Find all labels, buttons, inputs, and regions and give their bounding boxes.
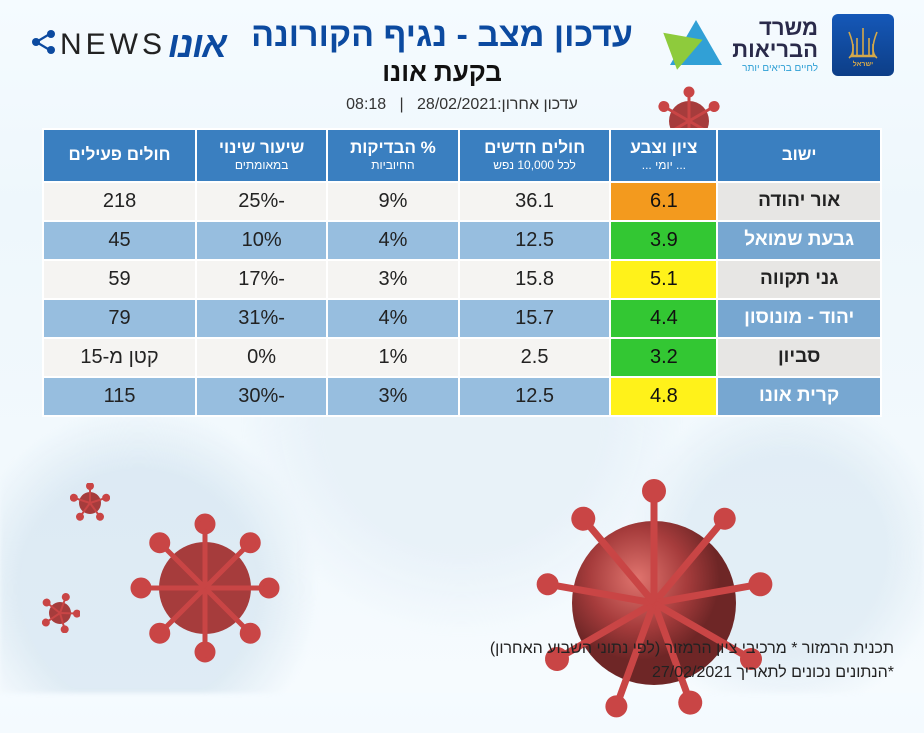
cell-new: 36.1	[459, 182, 611, 221]
cell-pos: 1%	[327, 338, 459, 377]
cell-score: 4.8	[610, 377, 717, 416]
cell-score: 6.1	[610, 182, 717, 221]
header: ישראל משרד הבריאות לחיים בריאים יותר עדכ…	[0, 0, 924, 90]
cell-active: 59	[43, 260, 196, 299]
cell-city: קרית אונו	[717, 377, 881, 416]
title-sub: בקעת אונו	[226, 57, 658, 88]
footer-line1: תכנית הרמזור * מרכיבי ציון הרמזור (לפי נ…	[30, 637, 894, 661]
ono-word: אונו	[168, 24, 226, 66]
col-city: ישוב	[717, 129, 881, 182]
title-main: עדכון מצב - נגיף הקורונה	[226, 16, 658, 55]
last-updated: עדכון אחרון:28/02/2021 | 08:18	[0, 96, 924, 114]
table-row: אור יהודה6.136.19%-25%218	[43, 182, 881, 221]
israel-emblem-icon: ישראל	[832, 14, 894, 76]
col-new: חולים חדשיםלכל 10,000 נפש	[459, 129, 611, 182]
gov-logos: ישראל משרד הבריאות לחיים בריאים יותר	[658, 14, 894, 76]
cell-city: יהוד - מונוסון	[717, 299, 881, 338]
col-positive: % הבדיקותהחיוביות	[327, 129, 459, 182]
table-row: גבעת שמואל3.912.54%10%45	[43, 221, 881, 260]
cell-score: 4.4	[610, 299, 717, 338]
moh-tagline: לחיים בריאים יותר	[732, 63, 818, 74]
cell-active: 115	[43, 377, 196, 416]
news-word: NEWS	[60, 28, 166, 62]
data-table-wrap: ישוב ציון וצבע... יומי ... חולים חדשיםלכ…	[0, 114, 924, 417]
cell-change: -30%	[196, 377, 327, 416]
cell-change: -17%	[196, 260, 327, 299]
cell-pos: 3%	[327, 260, 459, 299]
cell-change: -25%	[196, 182, 327, 221]
cell-city: סביון	[717, 338, 881, 377]
cell-new: 15.8	[459, 260, 611, 299]
cell-new: 15.7	[459, 299, 611, 338]
cell-pos: 4%	[327, 299, 459, 338]
updated-sep: |	[400, 96, 404, 113]
table-row: גני תקווה5.115.83%-17%59	[43, 260, 881, 299]
cell-city: גבעת שמואל	[717, 221, 881, 260]
updated-time: 08:18	[346, 96, 386, 113]
moh-logo: משרד הבריאות לחיים בריאים יותר	[658, 14, 818, 76]
virus-decor-large	[524, 473, 784, 733]
cell-city: אור יהודה	[717, 182, 881, 221]
virus-decor-small-3	[40, 593, 80, 633]
virus-decor-small-2	[70, 483, 110, 523]
share-icon	[30, 28, 58, 63]
table-row: קרית אונו4.812.53%-30%115	[43, 377, 881, 416]
cell-change: 0%	[196, 338, 327, 377]
cell-change: 10%	[196, 221, 327, 260]
title-block: עדכון מצב - נגיף הקורונה בקעת אונו	[226, 14, 658, 88]
cell-active: 79	[43, 299, 196, 338]
covid-table: ישוב ציון וצבע... יומי ... חולים חדשיםלכ…	[42, 128, 882, 417]
footer-line2: *הנתונים נכונים לתאריך 27/02/2021	[30, 661, 894, 685]
cell-change: -31%	[196, 299, 327, 338]
col-change: שיעור שינויבמאומתים	[196, 129, 327, 182]
moh-star-icon	[658, 14, 728, 76]
cell-pos: 3%	[327, 377, 459, 416]
updated-date: 28/02/2021	[417, 96, 497, 113]
cell-active: 45	[43, 221, 196, 260]
col-active: חולים פעילים	[43, 129, 196, 182]
cell-active: 218	[43, 182, 196, 221]
updated-label: עדכון אחרון:	[497, 96, 578, 113]
cell-score: 3.9	[610, 221, 717, 260]
cell-new: 12.5	[459, 377, 611, 416]
cell-pos: 9%	[327, 182, 459, 221]
cell-score: 3.2	[610, 338, 717, 377]
cell-city: גני תקווה	[717, 260, 881, 299]
table-row: סביון3.22.51%0%קטן מ-15	[43, 338, 881, 377]
cell-new: 12.5	[459, 221, 611, 260]
ono-news-logo: אונו NEWS	[30, 14, 226, 66]
cell-pos: 4%	[327, 221, 459, 260]
cell-active: קטן מ-15	[43, 338, 196, 377]
col-score: ציון וצבע... יומי ...	[610, 129, 717, 182]
svg-text:ישראל: ישראל	[853, 60, 873, 68]
cell-new: 2.5	[459, 338, 611, 377]
footer-notes: תכנית הרמזור * מרכיבי ציון הרמזור (לפי נ…	[30, 637, 894, 685]
cell-score: 5.1	[610, 260, 717, 299]
moh-word2: הבריאות	[732, 37, 818, 62]
table-row: יהוד - מונוסון4.415.74%-31%79	[43, 299, 881, 338]
